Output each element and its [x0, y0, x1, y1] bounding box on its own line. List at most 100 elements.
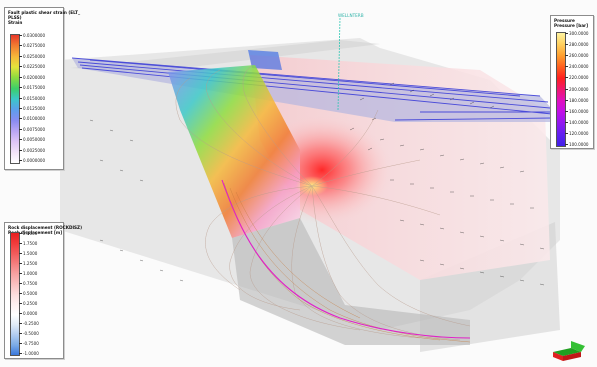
- pressure-legend-tick-mark: [565, 132, 568, 134]
- strain-legend-tick-mark: [19, 55, 22, 57]
- pressure-legend-tick-label: 200.0000: [569, 86, 589, 92]
- vertical-well: [337, 17, 341, 111]
- pressure-legend-tick-mark: [565, 33, 568, 34]
- strain-legend-tick-label: 0.0175000: [23, 85, 46, 91]
- displacement-legend-tick-mark: [19, 293, 22, 294]
- blue-block: [248, 50, 282, 70]
- strain-legend-tick-label: 0.0000000: [23, 158, 46, 163]
- pressure-legend-tick-mark: [565, 121, 568, 123]
- strain-legend-tick-label: 0.0225000: [23, 64, 46, 70]
- pressure-legend[interactable]: Pressure Pressure [bar] 300.0000 280.0000…: [550, 15, 594, 149]
- strain-legend-tick-mark: [19, 45, 22, 47]
- displacement-legend-tick-mark: [19, 283, 22, 284]
- pressure-legend-title-line: Pressure [bar]: [554, 23, 589, 28]
- axis-y-arrow: [553, 352, 563, 361]
- displacement-legend-tick-mark: [19, 343, 22, 344]
- pressure-legend-tick-mark: [565, 66, 568, 68]
- pressure-legend-tick-mark: [565, 110, 568, 112]
- displacement-legend-tick-mark: [19, 313, 22, 314]
- displacement-legend-tick-mark: [19, 243, 22, 244]
- displacement-legend-tick-label: -0.2500: [23, 321, 39, 326]
- strain-legend-tick-label: 0.0050000: [23, 137, 46, 143]
- axis-z-arrow: [563, 352, 581, 361]
- strain-legend-title-line: Strain: [8, 20, 23, 25]
- fault-surface: [168, 65, 300, 238]
- strain-colorbar: [10, 34, 20, 164]
- streamlines: [175, 65, 471, 341]
- strain-legend-tick-mark: [19, 35, 22, 36]
- layer-lines: [71, 57, 555, 121]
- fault-lower-face: [232, 218, 470, 345]
- displacement-legend-tick-label: 1.0000: [23, 271, 38, 276]
- displacement-legend-tick-label: -0.5000: [23, 331, 39, 336]
- displacement-legend-tick-mark: [19, 353, 22, 354]
- strain-legend-tick-mark: [19, 118, 22, 120]
- pressure-legend-tick-mark: [565, 88, 568, 90]
- strain-legend-tick-mark: [19, 160, 22, 161]
- displacement-vectors: [89, 82, 545, 286]
- displacement-legend[interactable]: Rock displacement (ROCKDISZ) Rock displa…: [4, 222, 82, 359]
- strain-legend-tick-mark: [19, 76, 22, 78]
- axis-orientation-icon[interactable]: [551, 338, 587, 362]
- displacement-colorbar: [10, 232, 20, 356]
- strain-legend-tick-mark: [19, 139, 22, 141]
- displacement-legend-tick-label: 0.7500: [23, 281, 38, 286]
- displacement-legend-tick-label: 1.2500: [23, 261, 38, 266]
- displacement-legend-tick-label: 0.5000: [23, 291, 38, 296]
- strain-legend-tick-mark: [19, 107, 22, 109]
- displacement-legend-tick-label: 0.2500: [23, 301, 38, 306]
- displacement-legend-tick-mark: [19, 273, 22, 274]
- pressure-legend-tick-label: 100.0000: [569, 142, 589, 147]
- displacement-legend-title-line: Rock displacement [m]: [8, 230, 63, 235]
- pressure-legend-tick-label: 240.0000: [569, 64, 589, 70]
- pressure-legend-tick-mark: [565, 144, 568, 145]
- displacement-legend-tick-mark: [19, 253, 22, 254]
- pressure-legend-tick-label: 120.0000: [569, 130, 589, 136]
- pressure-legend-tick-label: 260.0000: [569, 53, 589, 59]
- displacement-legend-tick-mark: [19, 263, 22, 264]
- displacement-legend-tick-label: 2.0000: [23, 231, 38, 236]
- strain-legend-tick-label: 0.0100000: [23, 116, 46, 122]
- axis-x-arrow: [553, 348, 581, 356]
- strain-legend[interactable]: Fault plastic shear strain (ELT_ PLSS) S…: [4, 7, 80, 170]
- displacement-legend-tick-mark: [19, 323, 22, 324]
- strain-legend-tick-label: 0.0275000: [23, 43, 46, 49]
- strain-legend-tick-mark: [19, 97, 22, 99]
- strain-legend-tick-label: 0.0250000: [23, 53, 46, 59]
- strain-legend-tick-label: 0.0200000: [23, 74, 46, 80]
- displacement-legend-title-line: Rock displacement (ROCKDISZ): [8, 225, 82, 230]
- pressure-legend-title: Pressure Pressure [bar]: [554, 18, 588, 28]
- pressure-legend-tick-mark: [565, 55, 568, 57]
- strain-legend-tick-label: 0.0150000: [23, 95, 46, 101]
- displacement-legend-tick-mark: [19, 233, 22, 234]
- strain-legend-title: Fault plastic shear strain (ELT_ PLSS) S…: [8, 10, 80, 25]
- pressure-legend-title-line: Pressure: [554, 18, 575, 23]
- strain-legend-tick-label: 0.0075000: [23, 126, 46, 132]
- pressure-colorbar: [556, 32, 566, 147]
- displacement-legend-tick-mark: [19, 333, 22, 334]
- pressure-legend-tick-label: 180.0000: [569, 97, 589, 103]
- strain-legend-title-line: PLSS): [8, 15, 22, 20]
- displacement-legend-tick-label: 0.0000: [23, 311, 38, 316]
- displacement-legend-tick-label: 1.5000: [23, 251, 38, 256]
- pressure-legend-tick-label: 160.0000: [569, 108, 589, 114]
- strain-legend-tick-label: 0.0025000: [23, 147, 46, 153]
- displacement-legend-tick-label: -1.0000: [23, 351, 39, 356]
- strain-legend-tick-mark: [19, 128, 22, 130]
- pressure-legend-tick-mark: [565, 44, 568, 46]
- strain-legend-title-line: Fault plastic shear strain (ELT_: [8, 10, 81, 15]
- pressure-legend-tick-label: 300.0000: [569, 31, 589, 36]
- strain-legend-tick-label: 0.0300000: [23, 33, 46, 38]
- strain-legend-tick-mark: [19, 87, 22, 89]
- pressure-legend-tick-label: 220.0000: [569, 75, 589, 81]
- magenta-streamline: [221, 179, 471, 339]
- well-label: WELLNTERB: [338, 13, 364, 18]
- displacement-legend-tick-mark: [19, 303, 22, 304]
- strain-legend-tick-mark: [19, 66, 22, 68]
- pressure-legend-tick-mark: [565, 99, 568, 101]
- pressure-legend-tick-mark: [565, 77, 568, 79]
- pressure-legend-tick-label: 280.0000: [569, 42, 589, 48]
- strain-legend-tick-label: 0.0125000: [23, 105, 46, 111]
